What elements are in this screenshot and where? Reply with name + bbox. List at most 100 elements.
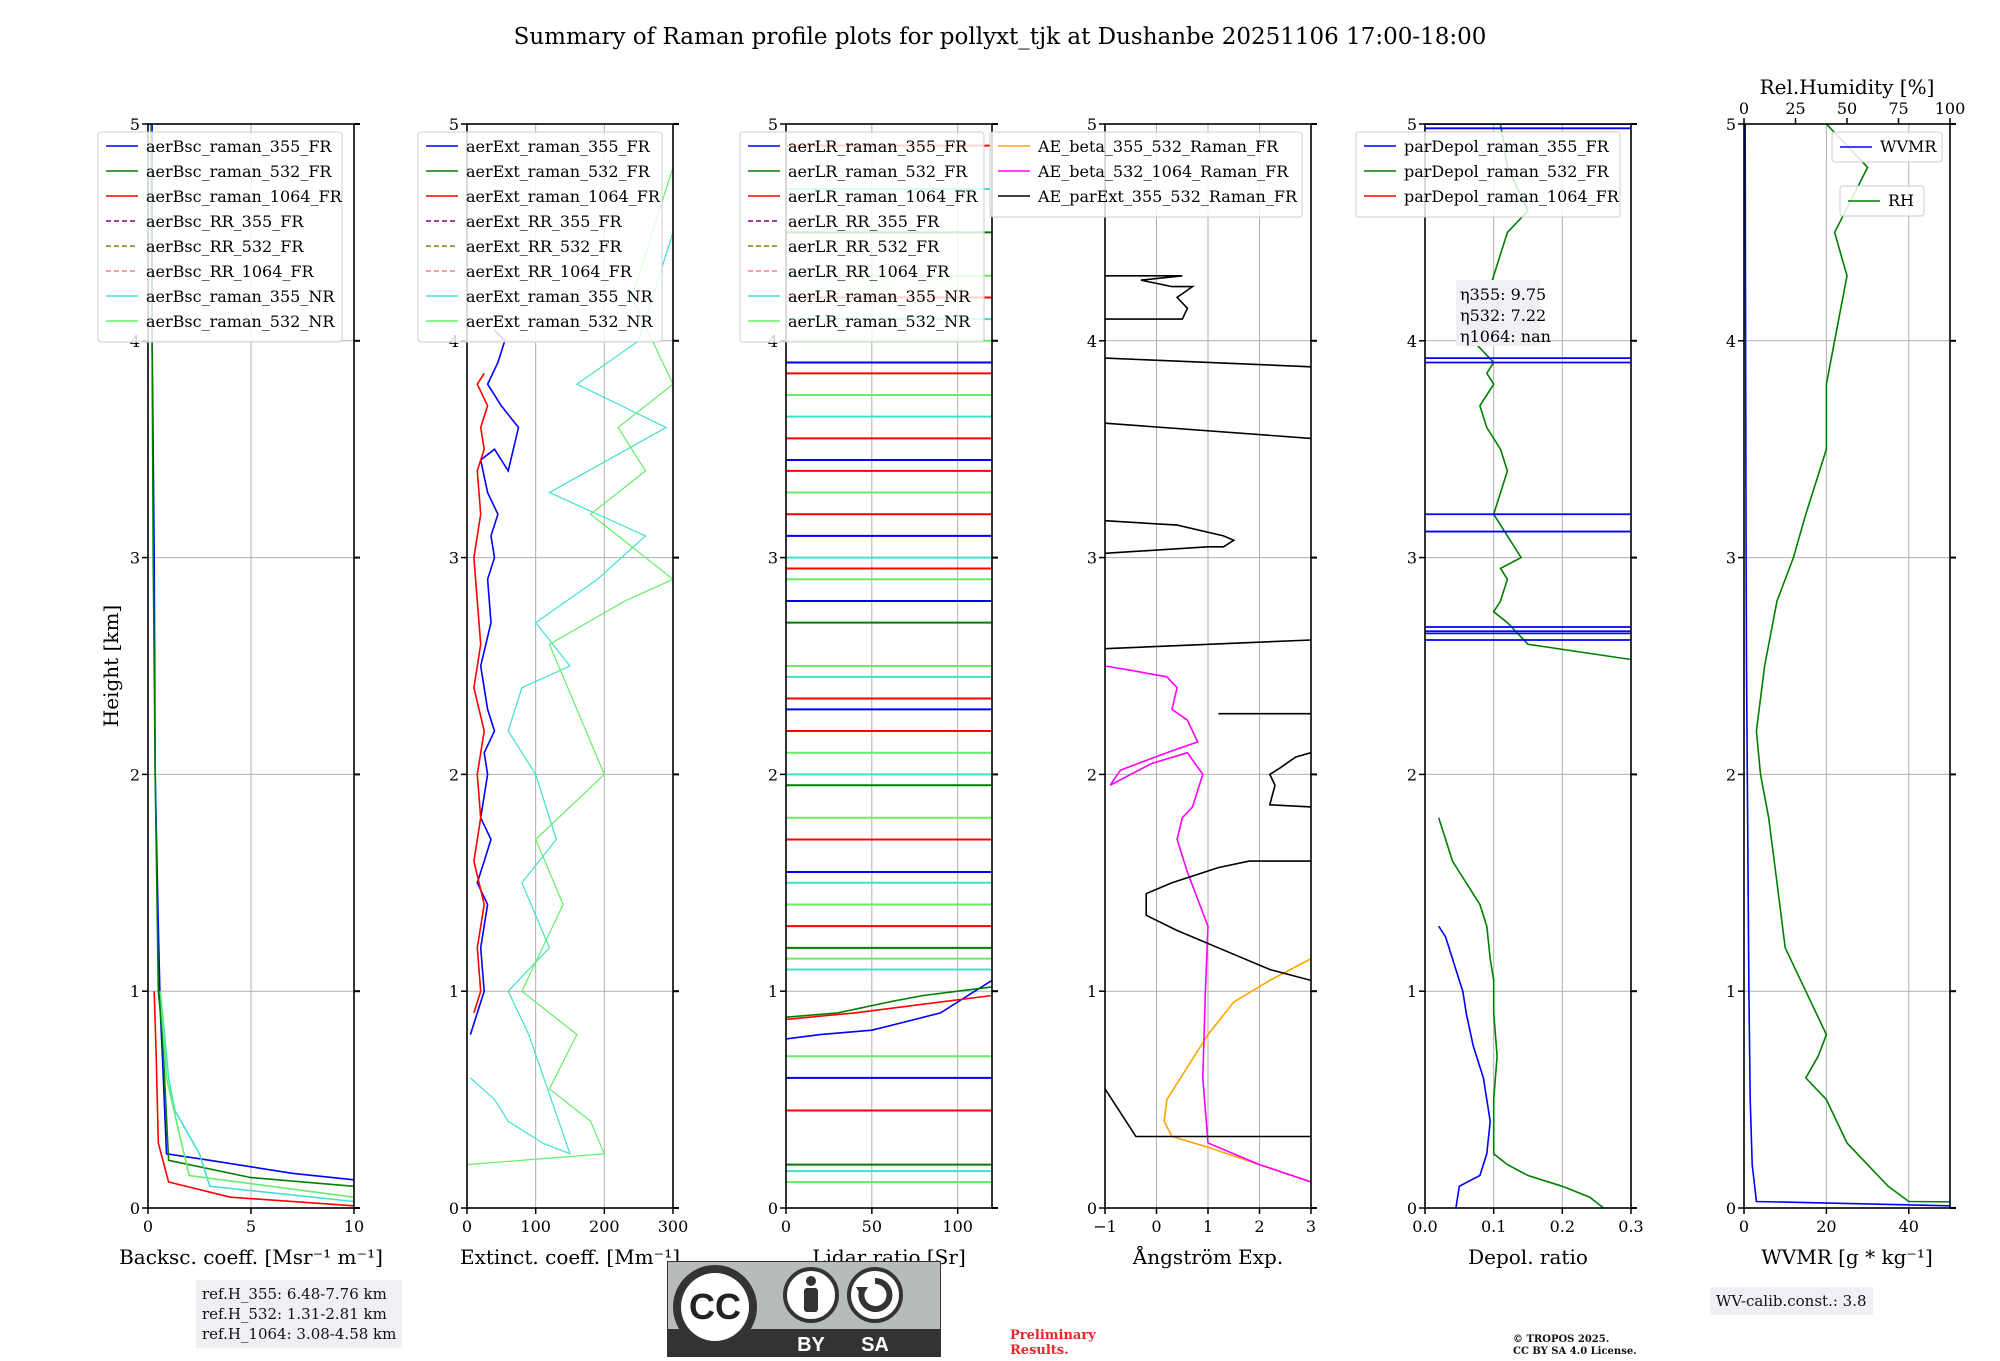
legend-box [97,131,343,343]
legend: aerExt_raman_355_FR aerExt_raman_532_FRae… [417,131,663,343]
legend-label: aerBsc_raman_532_FR [146,162,332,181]
x-tick-label: 0 [143,1217,153,1236]
y-tick-label: 5 [1087,115,1097,134]
series-line-WVMR [1744,124,1950,1207]
axes-frame [1424,123,1632,1209]
legend-label: aerLR_raman_355_NR [788,287,971,306]
x-tick-label: 0.2 [1550,1217,1575,1236]
y-tick-label: 2 [1726,765,1736,784]
y-tick-label: 1 [1726,982,1736,1001]
y-tick-label: 1 [768,982,778,1001]
y-tick-label: 0 [768,1199,778,1218]
series-line-aerExt_raman_532_NR [467,167,673,1166]
legend-box [417,131,663,343]
y-tick-label: 0 [1087,1199,1097,1218]
x-tick-label: 300 [658,1217,689,1236]
preliminary-line-2: Results. [1010,1343,1069,1358]
legend-label: AE_parExt_355_532_Raman_FR [1037,187,1298,206]
panel-1: 0123450510Backsc. coeff. [Msr⁻¹ m⁻¹]Heig… [97,115,383,1269]
legend: AE_beta_355_532_Raman_FR AE_beta_532_1064… [989,131,1303,218]
legend-label: aerExt_raman_532_NR [466,312,654,331]
y-tick-label: 5 [449,115,459,134]
y-tick-label: 4 [1087,332,1097,351]
top-axis-label: Rel.Humidity [%] [1760,75,1935,99]
ref-height-355: ref.H_355: 6.48-7.76 km [202,1285,387,1303]
series-line-AE_parExt_355_532_Raman_FR [1268,751,1311,808]
annotation-box [1456,280,1540,346]
x-tick-label: −1 [1093,1217,1117,1236]
x-tick-label: 3 [1306,1217,1316,1236]
y-tick-label: 5 [768,115,778,134]
legend-label: aerBsc_RR_1064_FR [146,262,315,281]
figure-title: Summary of Raman profile plots for polly… [514,24,1487,50]
legend: aerBsc_raman_355_FR aerBsc_raman_532_FRae… [97,131,343,343]
legend-label: aerExt_RR_355_FR [466,212,623,231]
panels: 0123450510Backsc. coeff. [Msr⁻¹ m⁻¹]Heig… [97,75,1965,1269]
legend-label: aerLR_raman_532_FR [788,162,968,181]
copyright-line-2: CC BY SA 4.0 License. [1513,1346,1637,1357]
panel-5: 0 1 2 3 4 5 0.0 0.1 0.2 0.3 Depol. ratio parDepol_r… [1355,115,1644,1269]
annotation-line: η532: 7.22 [1460,306,1546,325]
x-axis-label: Extinct. coeff. [Mm⁻¹] [460,1245,680,1269]
legend-label: aerExt_RR_532_FR [466,237,623,256]
y-tick-label: 2 [768,765,778,784]
y-axis-label: Height [km] [99,605,123,727]
x-tick-label: 0.3 [1618,1217,1643,1236]
series-line-AE_parExt_355_532_Raman_FR [1105,422,1311,440]
legend-label: aerLR_raman_532_NR [788,312,971,331]
legend-label: aerBsc_raman_355_FR [146,137,332,156]
y-tick-label: 3 [768,549,778,568]
y-tick-label: 0 [1726,1199,1736,1218]
copyright-line-1: © TROPOS 2025. [1513,1334,1610,1345]
share-alike-icon [847,1267,903,1323]
y-tick-label: 3 [1407,549,1417,568]
legend-label: aerLR_raman_1064_FR [788,187,978,206]
legend-box [1839,185,1925,217]
top-tick-label: 0 [1739,99,1749,118]
series-line-aerLR_raman_532_FR [786,986,992,1018]
legend-box [739,131,985,343]
legend-label: aerLR_RR_355_FR [788,212,940,231]
legend: WVMR RH [1831,131,1943,217]
legend-label: AE_beta_532_1064_Raman_FR [1037,162,1289,181]
cc-logo-text: CC [689,1286,741,1327]
series-line-AE_parExt_355_532_Raman_FR [1145,860,1311,982]
series-line-aerLR_raman_355_FR [786,979,992,1040]
y-tick-label: 1 [1407,982,1417,1001]
x-axis-label: Depol. ratio [1468,1245,1588,1269]
legend-label: aerBsc_raman_355_NR [146,287,335,306]
reference-height-box: ref.H_355: 6.48-7.76 km ref.H_532: 1.31-… [196,1280,403,1348]
legend-label: aerLR_RR_532_FR [788,237,940,256]
y-tick-label: 2 [449,765,459,784]
series-line-AE_parExt_355_532_Raman_FR [1105,274,1196,320]
legend-label: aerExt_raman_355_FR [466,137,651,156]
legend-label: aerExt_raman_532_FR [466,162,651,181]
x-tick-label: 100 [520,1217,551,1236]
depol-annotation: η355: 9.75 η532: 7.22 η1064: nan [1456,280,1551,346]
y-tick-label: 1 [1087,982,1097,1001]
y-tick-label: 4 [1726,332,1736,351]
x-tick-label: 0.0 [1412,1217,1437,1236]
x-tick-label: 5 [246,1217,256,1236]
x-tick-label: 200 [589,1217,620,1236]
series-line-AE_parExt_355_532_Raman_FR [1105,357,1311,368]
series-line-aerBsc_raman_532_NR [159,991,354,1198]
legend-label: parDepol_raman_355_FR [1404,137,1610,156]
legend-label: WVMR [1880,137,1937,156]
x-tick-label: 50 [862,1217,882,1236]
legend-box [1831,131,1943,163]
axes-frame [1104,123,1312,1209]
y-tick-label: 2 [1407,765,1417,784]
y-tick-label: 3 [130,549,140,568]
y-tick-label: 5 [1407,115,1417,134]
series-line-AE_parExt_355_532_Raman_FR [1105,1088,1311,1138]
x-axis-label: Backsc. coeff. [Msr⁻¹ m⁻¹] [119,1245,383,1269]
y-tick-label: 5 [1726,115,1736,134]
axes-frame [1743,123,1951,1209]
series-line-AE_parExt_355_532_Raman_FR [1105,519,1236,555]
legend-label: RH [1888,191,1914,210]
x-tick-label: 0.1 [1481,1217,1506,1236]
series-line-RH [1755,124,1950,1203]
y-tick-label: 2 [1087,765,1097,784]
